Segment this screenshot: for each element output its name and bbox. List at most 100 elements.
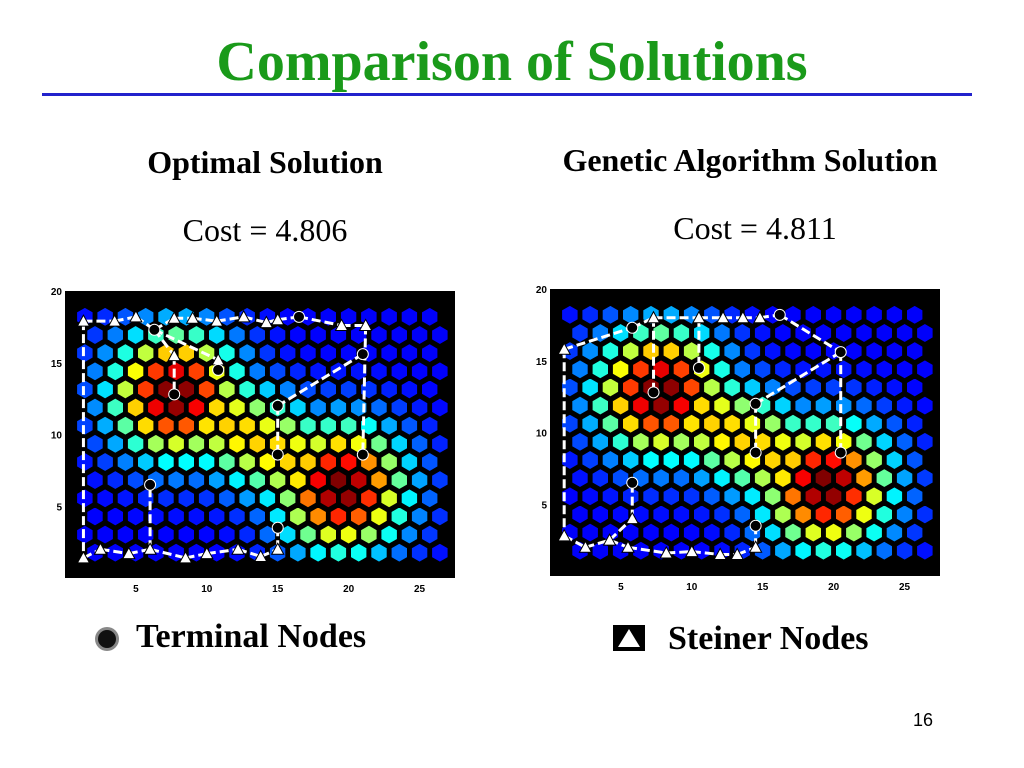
hex-cell (187, 506, 206, 527)
hex-cell (390, 469, 409, 491)
hex-cell (146, 506, 165, 527)
hex-cell (258, 415, 277, 436)
hex-cell (672, 359, 691, 380)
hex-cell (136, 342, 155, 364)
hex-cell (652, 359, 671, 380)
slide-title: Comparison of Solutions (216, 31, 808, 93)
hex-cell (248, 324, 267, 346)
y-tick-label: 20 (51, 287, 63, 298)
hex-cell (126, 397, 145, 418)
hex-cell (390, 361, 409, 382)
hex-cell (763, 486, 782, 507)
hex-cell (430, 469, 449, 491)
hex-cell (662, 340, 681, 362)
hex-cell (723, 377, 742, 398)
terminal-node (626, 321, 639, 334)
hex-cell (430, 433, 449, 455)
hex-cell (875, 504, 894, 525)
optimal-solution-map: 5 10 15 20 25 5 10 15 20 (51, 287, 455, 595)
hex-cell (662, 377, 681, 398)
hex-cell (187, 433, 206, 455)
hex-cell (672, 322, 691, 344)
hex-cell (349, 361, 368, 382)
steiner-node (178, 550, 193, 564)
hex-cell (631, 395, 650, 416)
hex-cell (309, 469, 328, 491)
hex-cell (146, 361, 165, 382)
hex-cell (672, 504, 691, 525)
hex-cell (885, 377, 904, 398)
hex-cell (309, 397, 328, 418)
hex-cell (662, 304, 681, 326)
hex-cell (146, 397, 165, 418)
hex-cell (915, 504, 934, 525)
hex-cell (187, 397, 206, 418)
hex-cell (177, 488, 196, 509)
hex-cell (834, 540, 853, 561)
steiner-node (557, 342, 572, 355)
steiner-node (121, 546, 136, 560)
hex-cell (329, 506, 348, 527)
hex-cell (86, 397, 104, 418)
hex-cell (339, 415, 358, 436)
hex-cell (611, 504, 630, 525)
hex-cell (915, 467, 934, 489)
hex-cell (895, 467, 914, 489)
hex-cell (228, 506, 246, 527)
hex-cell (814, 359, 833, 380)
y-tick-label: 10 (51, 431, 63, 442)
hex-cell (753, 322, 772, 344)
hex-cell (430, 542, 449, 563)
hex-cell (126, 324, 145, 346)
hex-cell (855, 431, 873, 453)
hex-cell (187, 469, 206, 491)
y-tick-label: 5 (56, 502, 62, 513)
terminal-node-icon (95, 627, 119, 651)
steiner-node (730, 547, 745, 560)
hex-cell (380, 415, 399, 436)
hex-cell (126, 361, 145, 382)
hex-cell (834, 504, 853, 525)
hex-cell (642, 522, 660, 543)
hex-cell (167, 397, 186, 418)
hex-cell (662, 449, 681, 471)
hex-cell (136, 415, 155, 436)
hex-cell (865, 486, 884, 507)
hex-cell (238, 379, 257, 400)
hex-cell (784, 486, 802, 507)
steiner-node (199, 546, 214, 560)
hex-cell (238, 451, 257, 473)
tree-edge (100, 547, 130, 556)
hex-cell (339, 488, 358, 509)
terminal-nodes-label: Terminal Nodes (136, 618, 367, 655)
steiner-node (334, 318, 349, 331)
hex-cell (824, 486, 843, 507)
hex-cell (238, 488, 257, 509)
tree-edge (216, 315, 244, 323)
steiner-node (684, 544, 699, 558)
hex-cell (652, 467, 671, 489)
hex-cell (905, 304, 924, 326)
hex-cell (601, 340, 620, 362)
hex-cell (228, 469, 246, 491)
x-tick-label: 25 (414, 584, 426, 595)
terminal-node (647, 386, 660, 399)
steiner-node (692, 310, 706, 324)
hex-cell (339, 379, 358, 400)
steiner-node (748, 540, 763, 553)
hex-cell (905, 340, 924, 362)
hex-cell (915, 359, 934, 380)
hex-cell (784, 340, 802, 362)
terminal-node (692, 361, 705, 374)
hex-cell (177, 451, 196, 473)
hex-cell (794, 540, 813, 561)
hex-cell (844, 413, 863, 434)
steiner-node (716, 310, 730, 324)
hex-cell (309, 433, 328, 455)
steiner-node (557, 528, 572, 542)
hex-cell (349, 469, 368, 491)
hex-cell (702, 486, 721, 507)
hex-cell (400, 451, 419, 473)
hex-cell (390, 397, 409, 418)
hex-cell (410, 397, 429, 418)
